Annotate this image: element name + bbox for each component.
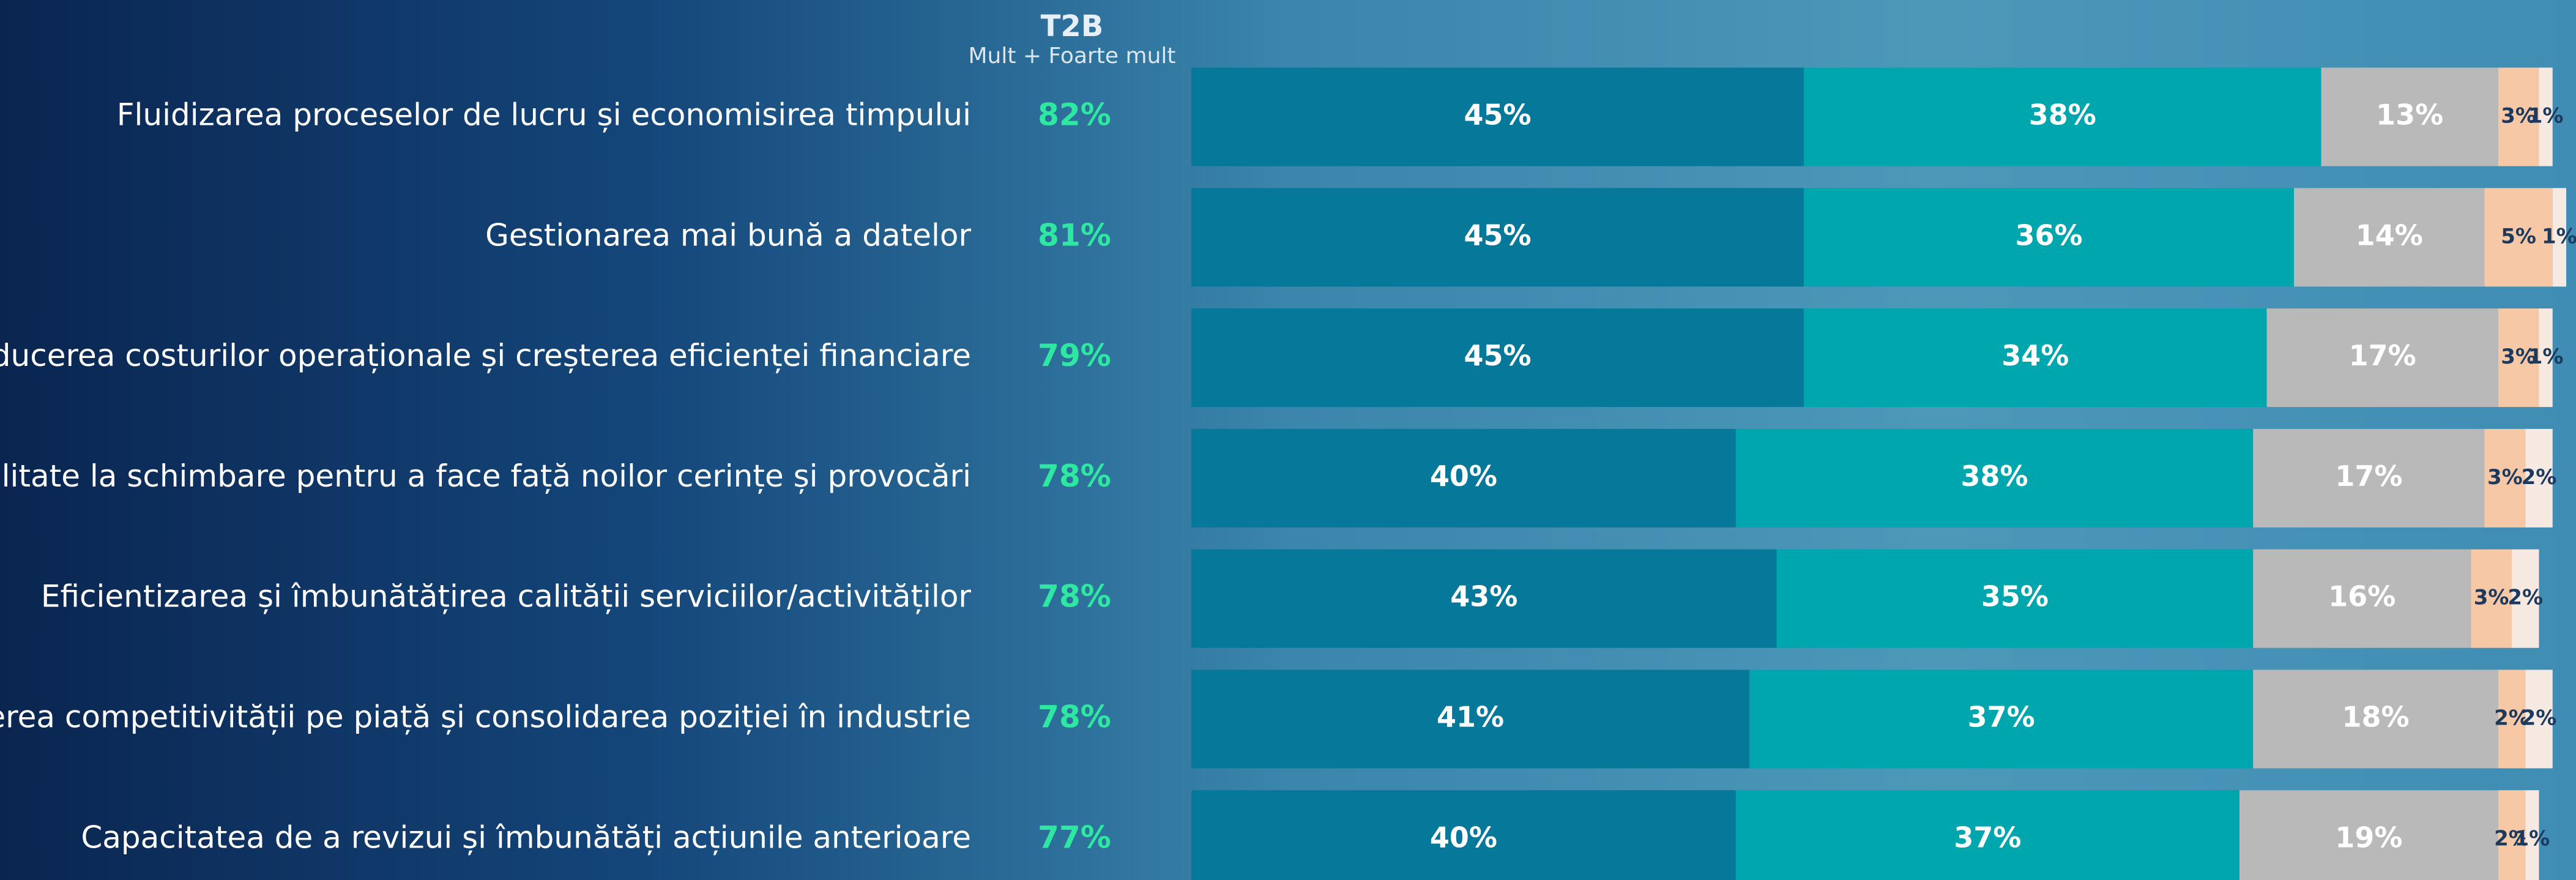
bar-value-label: 34% bbox=[2001, 339, 2069, 372]
bar-value-label: 1% bbox=[2528, 345, 2564, 369]
bar-value-label: 40% bbox=[1430, 821, 1497, 854]
bar-segment bbox=[1804, 188, 2295, 287]
bar-value-label: 17% bbox=[2335, 460, 2402, 493]
t2b-value: 78% bbox=[1038, 579, 1111, 614]
t2b-subtitle: Mult + Foarte mult bbox=[968, 43, 1175, 69]
bar-value-label: 45% bbox=[1464, 218, 1532, 252]
category-label: Gestionarea mai bună a datelor bbox=[485, 217, 971, 253]
bar-value-label: 45% bbox=[1464, 99, 1532, 132]
bar-segment bbox=[2525, 790, 2539, 880]
bar-segment bbox=[1735, 428, 2254, 528]
bar-segment bbox=[2512, 549, 2539, 648]
t2b-value: 78% bbox=[1038, 699, 1111, 735]
bar-value-label: 2% bbox=[2522, 706, 2557, 731]
bar-segment bbox=[1191, 188, 1804, 287]
bar-segment bbox=[2498, 790, 2526, 880]
bar-segment bbox=[1191, 790, 1736, 880]
bar-segment bbox=[2552, 188, 2566, 287]
bar-value-label: 45% bbox=[1464, 339, 1532, 372]
category-label: Creșterea competitivității pe piață și c… bbox=[0, 699, 971, 735]
bar-value-label: 1% bbox=[2515, 826, 2550, 851]
bar-value-label: 1% bbox=[2528, 104, 2564, 129]
bar-segment bbox=[2498, 669, 2526, 769]
bar-segment bbox=[2484, 188, 2553, 287]
category-label: Reducerea costurilor operaționale și cre… bbox=[0, 338, 971, 373]
bar-value-label: 37% bbox=[1968, 701, 2035, 734]
bar-segment bbox=[2498, 67, 2539, 166]
bar-value-label: 43% bbox=[1450, 580, 1517, 613]
bar-value-label: 2% bbox=[2494, 706, 2529, 731]
bar-segment bbox=[1191, 67, 1804, 166]
bar-value-label: 1% bbox=[2542, 224, 2576, 248]
bar-value-label: 18% bbox=[2342, 701, 2409, 734]
bar-value-label: 37% bbox=[1954, 821, 2021, 854]
category-label: Capacitatea de a revizui și îmbunătăți a… bbox=[81, 819, 971, 855]
bar-value-label: 38% bbox=[1961, 460, 2028, 493]
bar-segment bbox=[2484, 428, 2526, 528]
bar-segment bbox=[1776, 549, 2254, 648]
bar-segment bbox=[1191, 308, 1804, 408]
bar-segment bbox=[2498, 308, 2539, 408]
bar-segment bbox=[2253, 669, 2498, 769]
t2b-value: 82% bbox=[1038, 97, 1111, 133]
bar-segment bbox=[2266, 308, 2498, 408]
category-label: Adaptabilitate la schimbare pentru a fac… bbox=[0, 458, 971, 494]
bar-value-label: 3% bbox=[2501, 345, 2536, 369]
bar-segment bbox=[1191, 549, 1777, 648]
bar-value-label: 16% bbox=[2328, 580, 2395, 613]
bar-value-label: 17% bbox=[2349, 339, 2416, 372]
bar-segment bbox=[2294, 188, 2485, 287]
bar-value-label: 3% bbox=[2501, 104, 2536, 129]
t2b-value: 79% bbox=[1038, 338, 1111, 373]
bar-value-label: 3% bbox=[2487, 465, 2523, 490]
bar-value-label: 13% bbox=[2376, 99, 2443, 132]
category-label: Fluidizarea proceselor de lucru și econo… bbox=[117, 97, 971, 133]
bar-segment bbox=[2471, 549, 2512, 648]
bar-segment bbox=[2525, 669, 2553, 769]
bar-value-label: 19% bbox=[2335, 821, 2402, 854]
t2b-value: 78% bbox=[1038, 458, 1111, 494]
t2b-title: T2B bbox=[1041, 9, 1104, 43]
bar-value-label: 36% bbox=[2016, 218, 2083, 252]
bar-value-label: 2% bbox=[2494, 826, 2529, 851]
bar-segment bbox=[2525, 428, 2553, 528]
bar-value-label: 14% bbox=[2356, 218, 2423, 252]
bar-value-label: 41% bbox=[1437, 701, 1504, 734]
bar-segment bbox=[2253, 428, 2485, 528]
bar-value-label: 3% bbox=[2474, 586, 2509, 610]
bar-segment bbox=[2539, 308, 2553, 408]
bar-segment bbox=[1804, 67, 2321, 166]
bar-segment bbox=[1191, 669, 1750, 769]
bar-value-label: 35% bbox=[1981, 580, 2049, 613]
bar-segment bbox=[1804, 308, 2267, 408]
bar-segment bbox=[2239, 790, 2498, 880]
bar-segment bbox=[2253, 549, 2471, 648]
bar-segment bbox=[1191, 428, 1736, 528]
bar-value-label: 40% bbox=[1430, 460, 1497, 493]
bar-segment bbox=[2539, 67, 2553, 166]
t2b-value: 77% bbox=[1038, 819, 1111, 855]
bar-segment bbox=[1735, 790, 2240, 880]
bar-segment bbox=[2321, 67, 2498, 166]
bar-value-label: 5% bbox=[2501, 224, 2536, 248]
bar-segment bbox=[1749, 669, 2254, 769]
category-label: Eficientizarea și îmbunătățirea calități… bbox=[41, 579, 972, 614]
bar-value-label: 2% bbox=[2522, 465, 2557, 490]
bar-value-label: 2% bbox=[2507, 586, 2543, 610]
bar-value-label: 38% bbox=[2029, 99, 2096, 132]
t2b-value: 81% bbox=[1038, 217, 1111, 253]
